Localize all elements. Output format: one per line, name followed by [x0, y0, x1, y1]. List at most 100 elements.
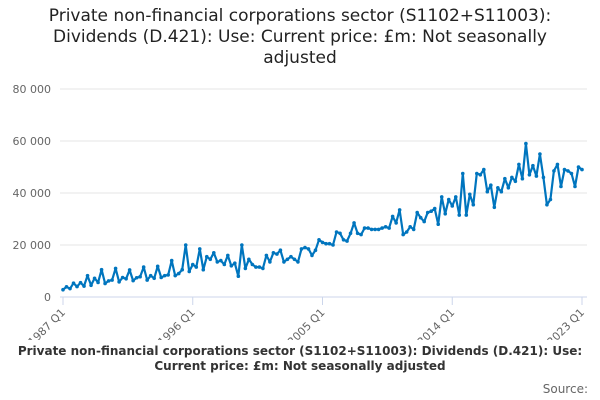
data-point: [545, 202, 549, 207]
data-point: [369, 227, 374, 232]
data-point: [141, 265, 146, 269]
data-point: [415, 210, 419, 215]
data-point: [208, 257, 213, 262]
data-point: [383, 225, 388, 229]
data-point: [362, 226, 367, 230]
y-tick-label: 60 000: [13, 135, 52, 148]
x-tick-label: 2014 Q1: [415, 306, 458, 340]
data-point: [61, 287, 65, 292]
data-point: [68, 286, 72, 291]
data-point: [401, 232, 405, 237]
data-point: [555, 162, 560, 167]
data-point: [499, 189, 504, 194]
data-point: [411, 227, 416, 232]
data-point: [306, 247, 311, 251]
data-point: [489, 183, 493, 187]
data-point: [534, 174, 539, 178]
data-point: [92, 276, 97, 281]
data-point: [338, 231, 342, 236]
data-point: [134, 275, 139, 280]
y-tick-label: 80 000: [13, 83, 52, 96]
data-point: [96, 280, 100, 285]
source-label: Source:: [542, 382, 588, 396]
data-point: [552, 169, 556, 173]
data-point: [219, 258, 223, 263]
data-point: [250, 262, 255, 267]
data-point: [271, 251, 276, 255]
data-point: [327, 241, 332, 246]
data-point: [285, 257, 290, 262]
data-point: [478, 173, 483, 177]
data-point: [573, 184, 577, 189]
data-point: [580, 167, 584, 172]
data-point: [341, 238, 346, 242]
data-point: [425, 210, 430, 215]
data-point: [569, 171, 574, 176]
data-point: [289, 254, 293, 259]
data-point: [204, 254, 209, 259]
data-point: [503, 176, 507, 181]
data-point: [75, 284, 79, 289]
data-point: [152, 276, 156, 281]
data-point: [299, 247, 304, 251]
data-point: [226, 253, 230, 258]
data-point: [278, 248, 283, 252]
legend-item[interactable]: Private non-financial corporations secto…: [17, 344, 583, 373]
data-point: [85, 273, 90, 278]
data-point: [380, 226, 384, 230]
data-point: [334, 230, 339, 234]
data-point: [422, 219, 426, 224]
data-point: [176, 271, 181, 276]
data-point: [124, 277, 128, 281]
data-point: [190, 262, 195, 267]
data-point: [264, 253, 269, 258]
data-point: [197, 247, 202, 251]
x-tick-label: 2005 Q1: [285, 306, 328, 340]
data-point: [387, 226, 391, 230]
data-point: [482, 167, 486, 172]
data-point: [576, 165, 581, 169]
data-point: [373, 227, 377, 232]
data-point: [467, 192, 472, 197]
data-point: [513, 179, 518, 184]
data-point: [113, 266, 118, 271]
data-point: [169, 258, 174, 263]
data-point: [506, 186, 511, 190]
data-point: [211, 251, 216, 255]
data-point: [117, 280, 121, 284]
data-point: [296, 260, 300, 264]
data-point: [254, 265, 258, 269]
data-point: [432, 206, 437, 211]
data-point: [131, 278, 135, 283]
data-point: [183, 243, 188, 247]
data-point: [527, 173, 532, 177]
data-point: [82, 284, 86, 288]
data-point: [162, 273, 167, 278]
x-tick-label: 2023 Q1: [545, 306, 588, 340]
data-point: [464, 213, 469, 217]
data-point: [71, 281, 76, 286]
data-point: [275, 252, 279, 256]
data-point: [394, 221, 398, 225]
data-point: [348, 231, 353, 236]
data-point: [292, 257, 297, 262]
data-point: [313, 248, 318, 252]
data-point: [89, 283, 93, 288]
data-point: [159, 275, 163, 280]
data-point: [359, 232, 363, 237]
data-point: [268, 260, 272, 264]
data-point: [443, 212, 448, 216]
data-point: [404, 230, 409, 234]
data-point: [257, 265, 262, 269]
data-point: [355, 231, 360, 236]
data-point: [110, 278, 114, 282]
data-point: [408, 225, 412, 229]
data-point: [229, 264, 234, 268]
data-point: [64, 285, 69, 289]
data-point: [457, 213, 462, 217]
data-point: [187, 269, 192, 274]
data-point: [320, 240, 325, 245]
data-point: [538, 152, 542, 156]
data-point: [517, 162, 521, 167]
data-point: [180, 267, 185, 272]
